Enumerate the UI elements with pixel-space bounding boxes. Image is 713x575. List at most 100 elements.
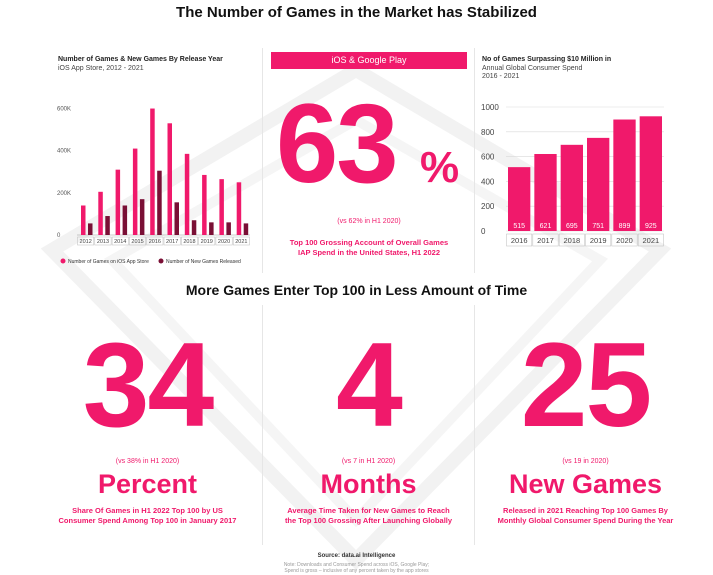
y-tick-label: 600K [57,107,71,113]
bar [202,174,207,235]
right-chart-subtitle: 2016 - 2021 [482,73,520,80]
x-tick-label: 2018 [183,239,195,245]
x-tick-label: 2014 [114,239,126,245]
y-tick-label: 0 [481,227,486,236]
x-tick-box [94,236,112,246]
data-label: 751 [592,223,604,230]
bar [184,153,190,235]
x-tick-label: 2020 [616,236,633,245]
bar [243,223,249,235]
x-tick-label: 2019 [201,239,213,245]
divider [474,48,475,273]
bar [209,222,214,235]
x-tick-box [585,233,612,247]
y-tick-label: 200K [57,191,71,197]
stat-vs: (vs 7 in H1 2020) [341,458,396,465]
main-title: The Number of Games in the Market has St… [176,4,537,21]
legend-marker [60,258,66,264]
big-stat: 63 % [270,88,470,208]
stat-desc-line: Released in 2021 Reaching Top 100 Games … [503,506,668,515]
y-tick-label: 200 [481,202,495,211]
x-tick-label: 2013 [97,239,109,245]
bar [132,148,138,235]
bar [81,205,86,235]
x-tick-box [232,236,250,246]
bar [167,123,172,235]
legend-marker [158,258,164,264]
footnote-line: Note: Downloads and Consumer Spend acros… [283,562,430,568]
data-label: 695 [566,223,578,230]
x-tick-label: 2017 [166,239,178,245]
x-tick-box [181,236,198,246]
x-tick-label: 2021 [235,239,247,245]
stat-number: 25 [520,318,652,452]
stat-desc: Average Time Taken for New Games to Reac… [263,506,474,526]
stat-desc-line: Share Of Games in H1 2022 Top 100 by US [72,506,223,515]
bar [534,153,557,231]
x-tick-box [637,233,664,247]
x-tick-label: 2021 [642,236,659,245]
bar [98,191,103,235]
stat-card: 4 (vs 7 in H1 2020) Months Average Time … [263,325,474,526]
stat-vs: (vs 19 in 2020) [562,458,609,465]
bar [115,169,121,235]
x-tick-box [611,233,638,247]
bar [157,170,162,235]
data-label: 899 [619,223,631,230]
y-tick-label: 0 [57,233,61,239]
stat-desc-line: Average Time Taken for New Games to Reac… [287,506,450,515]
legend-label: Number of Games on iOS App Store [68,259,149,265]
bar [139,199,145,235]
bar [150,108,155,235]
stat-card: 25 (vs 19 in 2020) New Games Released in… [478,325,693,526]
stat-desc: Released in 2021 Reaching Top 100 Games … [478,506,693,526]
data-label: 925 [645,223,657,230]
platform-banner: iOS & Google Play [271,52,467,69]
y-tick-label: 400 [481,177,495,186]
footnote-line: Spend is gross – inclusive of any percen… [284,568,429,574]
mid-desc-line: Top 100 Grossing Account of Overall Game… [289,238,449,247]
x-tick-label: 2015 [131,239,143,245]
x-tick-box [146,236,164,246]
x-tick-box [77,236,95,246]
right-chart-title: No of Games Surpassing $10 Million in [482,56,612,63]
bar [560,144,583,231]
divider [262,48,263,273]
x-tick-label: 2018 [563,236,580,245]
stat-desc-line: Monthly Global Consumer Spend During the… [497,516,674,526]
stat-number: 34 [82,318,214,452]
x-tick-label: 2017 [537,236,554,245]
section-title: More Games Enter Top 100 in Less Amount … [185,282,528,298]
x-tick-box [163,236,181,246]
footnote: Note: Downloads and Consumer Spend acros… [0,562,713,574]
bar [174,202,179,235]
bar [236,182,242,235]
stat-desc: Share Of Games in H1 2022 Top 100 by US … [40,506,255,526]
source-text: Source: data.ai Intelligence [317,553,396,559]
stat-word: Percent [97,469,198,499]
mid-vs: (vs 62% in H1 2020) [337,218,401,225]
left-chart-title: Number of Games & New Games By Release Y… [58,56,223,63]
data-label: 621 [540,223,552,230]
bar [508,167,531,231]
x-tick-box [129,236,146,246]
x-tick-label: 2012 [80,239,92,245]
x-tick-box [111,236,129,246]
big-unit: % [420,143,460,192]
x-tick-box [506,233,533,247]
y-tick-label: 400K [57,149,71,155]
x-tick-label: 2019 [590,236,607,245]
bar [219,179,224,235]
left-bar-chart: 0 200K 400K 600K 2012 2013 2014 2015 2016 2017 201… [57,107,250,265]
stat-vs: (vs 38% in H1 2020) [115,458,180,465]
stat-word: Months [320,469,417,499]
big-number: 63 [276,81,399,206]
stat-card: 34 (vs 38% in H1 2020) Percent Share Of … [40,325,255,526]
bar [587,137,610,231]
divider [262,305,263,545]
divider [474,305,475,545]
bar [226,222,231,235]
legend-label: Number of New Games Released [166,259,241,265]
x-tick-label: 2016 [149,239,161,245]
bar [191,220,197,235]
